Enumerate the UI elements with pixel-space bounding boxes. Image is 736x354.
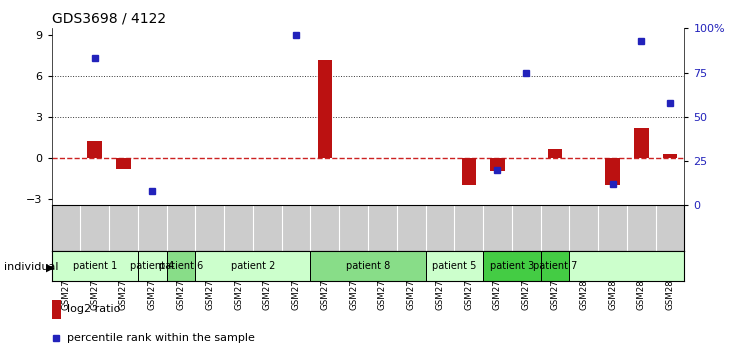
Text: patient 7: patient 7 xyxy=(533,261,577,272)
Bar xyxy=(52,300,61,319)
Bar xyxy=(548,149,562,158)
Text: patient 4: patient 4 xyxy=(130,261,174,272)
Bar xyxy=(634,128,648,158)
Bar xyxy=(461,158,476,185)
Bar xyxy=(88,141,102,158)
Text: individual: individual xyxy=(4,262,58,272)
Bar xyxy=(483,251,541,281)
Bar xyxy=(541,251,570,281)
Text: patient 8: patient 8 xyxy=(346,261,390,272)
Text: patient 5: patient 5 xyxy=(432,261,476,272)
Text: log2 ratio: log2 ratio xyxy=(67,304,121,314)
Text: patient 3: patient 3 xyxy=(489,261,534,272)
Bar xyxy=(663,154,677,158)
Bar xyxy=(425,251,483,281)
Bar xyxy=(605,158,620,185)
Bar xyxy=(490,158,505,171)
Text: percentile rank within the sample: percentile rank within the sample xyxy=(67,333,255,343)
Bar xyxy=(52,251,138,281)
Text: GDS3698 / 4122: GDS3698 / 4122 xyxy=(52,12,166,26)
Bar xyxy=(138,251,166,281)
Bar xyxy=(166,251,195,281)
Bar xyxy=(311,251,425,281)
Bar xyxy=(116,158,130,169)
Text: ▶: ▶ xyxy=(46,262,54,272)
Text: patient 6: patient 6 xyxy=(159,261,203,272)
Bar xyxy=(318,59,332,158)
Bar xyxy=(195,251,311,281)
Text: patient 1: patient 1 xyxy=(73,261,117,272)
Text: patient 2: patient 2 xyxy=(230,261,275,272)
